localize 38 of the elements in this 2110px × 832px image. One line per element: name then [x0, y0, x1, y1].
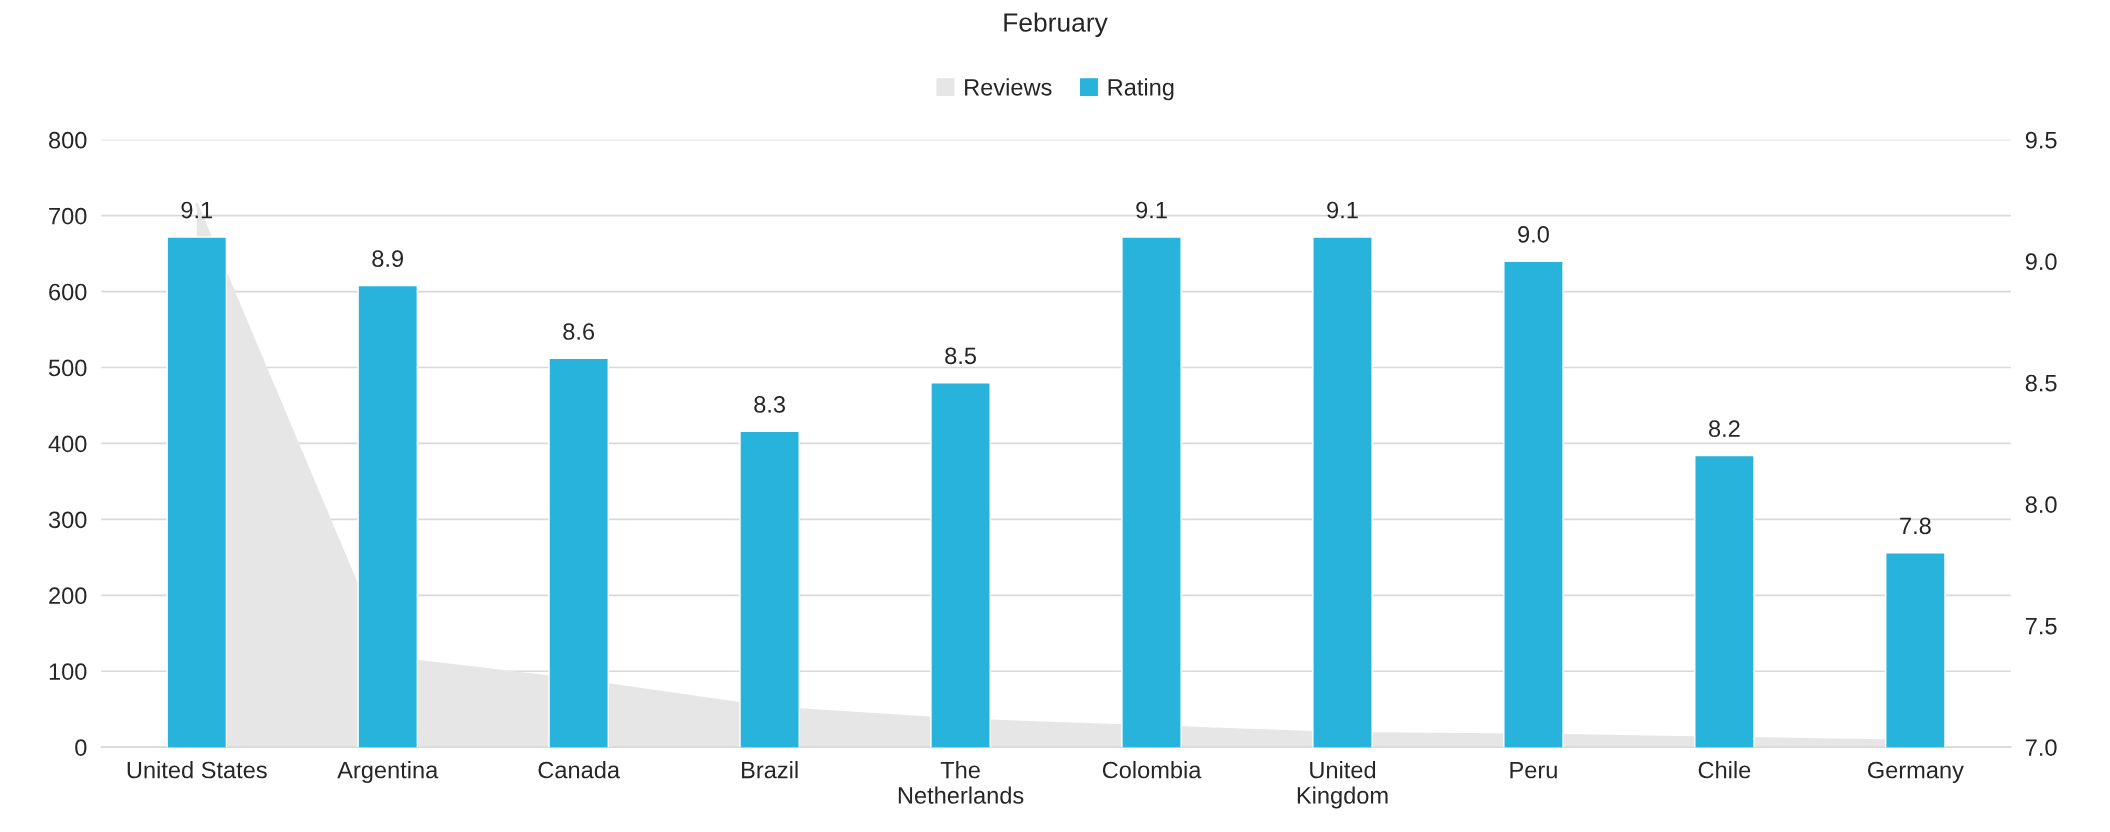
data-label: 7.8: [1900, 517, 1931, 535]
x-tick-label: Germany: [1868, 761, 1964, 784]
data-label: 9.1: [1327, 201, 1358, 219]
legend-label: Rating: [1108, 78, 1174, 101]
x-tick-label: Colombia: [1102, 761, 1202, 779]
data-label: 8.9: [372, 250, 404, 267]
y-tick-label: 300: [48, 511, 87, 529]
data-label: 8.6: [563, 323, 595, 340]
x-tick-label: United States: [127, 761, 267, 779]
y-tick-label: 600: [49, 283, 87, 301]
chart-title: February: [1004, 12, 1108, 38]
y-tick-label: 200: [49, 587, 87, 605]
y2-tick-label: 8.0: [2025, 496, 2057, 513]
data-label: 8.3: [754, 396, 785, 413]
data-label: 9.0: [1518, 225, 1549, 243]
y-tick-label: 700: [49, 207, 87, 225]
x-tick-label: United Kingdom: [1297, 761, 1388, 809]
y-tick-label: 500: [48, 359, 87, 377]
x-tick-label: Argentina: [337, 761, 439, 784]
y-tick-label: 400: [48, 435, 87, 453]
data-label: 8.5: [945, 347, 976, 365]
y-tick-label: 800: [49, 131, 87, 149]
y-tick-label: 0: [75, 739, 87, 756]
data-label: 9.1: [181, 201, 213, 219]
x-tick-label: Canada: [538, 761, 621, 779]
data-label: 8.2: [1709, 420, 1740, 438]
y2-tick-label: 7.0: [2025, 739, 2057, 756]
y2-tick-label: 9.0: [2025, 253, 2057, 271]
y2-tick-label: 9.5: [2025, 131, 2057, 149]
data-label: 9.1: [1136, 201, 1167, 219]
x-tick-label: The Netherlands: [898, 761, 1024, 804]
y2-tick-label: 8.5: [2025, 374, 2057, 392]
y2-tick-label: 7.5: [2025, 617, 2057, 635]
y-tick-label: 100: [49, 663, 87, 680]
x-tick-label: Peru: [1510, 761, 1557, 779]
legend-label: Reviews: [965, 78, 1052, 96]
x-tick-label: Chile: [1698, 761, 1751, 779]
x-tick-label: Brazil: [742, 761, 798, 779]
